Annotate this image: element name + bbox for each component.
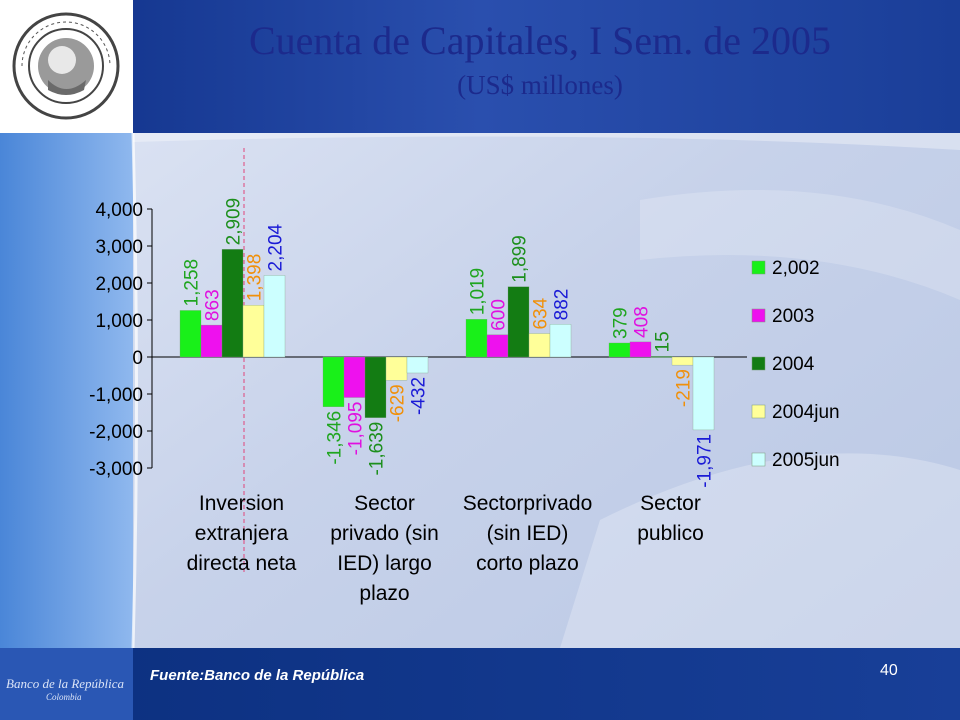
category-label: (sin IED) — [487, 522, 569, 545]
bar — [465, 319, 488, 358]
bar — [242, 305, 265, 358]
bar — [221, 249, 244, 358]
category-label: corto plazo — [476, 552, 579, 575]
bar — [343, 356, 366, 398]
bar — [608, 342, 631, 358]
bar — [671, 356, 694, 366]
logo-box — [0, 0, 133, 133]
y-tick-label: -3,000 — [89, 459, 143, 480]
data-label: 1,398 — [245, 254, 266, 302]
bar — [364, 356, 387, 418]
data-label: 379 — [611, 307, 632, 339]
category-label: Sector — [640, 492, 701, 515]
data-label: 15 — [653, 331, 674, 352]
data-label: 1,019 — [468, 268, 489, 316]
page-number: 40 — [880, 662, 898, 679]
bar — [629, 341, 652, 358]
legend-label: 2004 — [772, 354, 815, 375]
category-label: Sector — [354, 492, 415, 515]
data-label: -432 — [409, 377, 430, 415]
bar — [322, 356, 345, 407]
bank-seal-logo — [12, 12, 120, 120]
legend-swatch — [751, 308, 766, 323]
category-label: Inversion — [199, 492, 284, 515]
y-tick-label: 4,000 — [95, 200, 143, 221]
source-note: Fuente:Banco de la República — [150, 667, 365, 684]
slide-title: Cuenta de Capitales, I Sem. de 2005 — [248, 18, 832, 63]
data-label: 863 — [203, 289, 224, 321]
legend-label: 2004jun — [772, 402, 840, 423]
bar — [263, 275, 286, 358]
bar — [650, 356, 673, 358]
legend-swatch — [751, 260, 766, 275]
legend-label: 2,002 — [772, 258, 820, 279]
data-label: -1,639 — [367, 422, 388, 476]
bar — [406, 356, 429, 374]
category-label: publico — [637, 522, 704, 545]
footer-logo-line2: Colombia — [46, 692, 82, 702]
data-label: 634 — [531, 297, 552, 329]
footer-logo-line1: Banco de la República — [6, 676, 125, 691]
category-label: extranjera — [195, 522, 289, 545]
category-label: privado (sin — [330, 522, 439, 545]
bar — [385, 356, 408, 381]
data-label: 1,258 — [182, 259, 203, 307]
y-tick-label: 3,000 — [95, 237, 143, 258]
data-label: -219 — [674, 369, 695, 407]
data-label: -629 — [388, 384, 409, 422]
slide-subtitle: (US$ millones) — [457, 70, 623, 100]
category-label: plazo — [359, 582, 409, 605]
category-label: Sectorprivado — [463, 492, 593, 515]
y-tick-label: 0 — [132, 348, 143, 369]
data-label: -1,971 — [695, 434, 716, 488]
legend-swatch — [751, 452, 766, 467]
category-label: directa neta — [187, 552, 297, 575]
data-label: 1,899 — [510, 235, 531, 283]
data-label: 600 — [489, 299, 510, 331]
data-label: 2,204 — [266, 223, 287, 271]
bar — [507, 286, 530, 358]
footer-logo: Banco de la República Colombia — [6, 676, 131, 712]
bar — [179, 310, 202, 358]
legend-swatch — [751, 404, 766, 419]
legend-label: 2005jun — [772, 450, 840, 471]
legend-label: 2003 — [772, 306, 814, 327]
bar — [549, 324, 572, 358]
y-tick-label: 2,000 — [95, 274, 143, 295]
data-label: 408 — [632, 306, 653, 338]
y-tick-label: 1,000 — [95, 311, 143, 332]
data-label: 2,909 — [224, 198, 245, 246]
bar — [528, 333, 551, 358]
y-tick-label: -2,000 — [89, 422, 143, 443]
data-label: 882 — [552, 289, 573, 321]
bar — [692, 356, 715, 431]
data-label: -1,095 — [346, 402, 367, 456]
legend-swatch — [751, 356, 766, 371]
y-tick-label: -1,000 — [89, 385, 143, 406]
category-label: IED) largo — [337, 552, 432, 575]
bar — [200, 324, 223, 358]
bar — [486, 334, 509, 358]
data-label: -1,346 — [325, 411, 346, 465]
